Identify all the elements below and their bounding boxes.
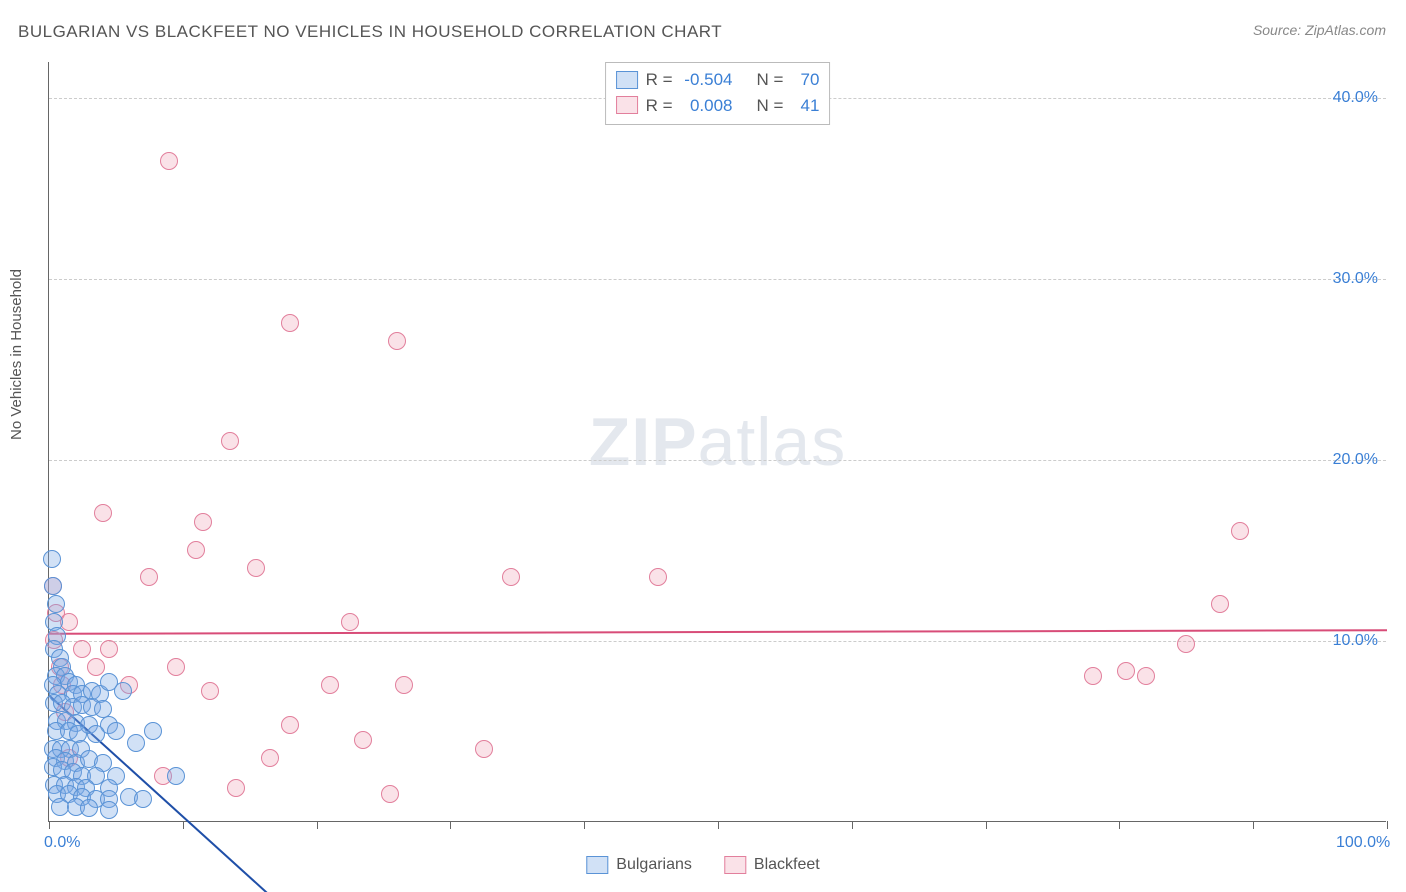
point-bulgarians: [43, 550, 61, 568]
x-tick: [584, 821, 585, 829]
x-tick: [49, 821, 50, 829]
point-bulgarians: [134, 790, 152, 808]
point-blackfeet: [395, 676, 413, 694]
legend-item-bulgarians: Bulgarians: [586, 856, 692, 874]
r-label-1: R =: [646, 67, 673, 93]
point-blackfeet: [167, 658, 185, 676]
plot-area: ZIPatlas R = -0.504 N = 70 R = 0.008 N =…: [48, 62, 1386, 822]
point-blackfeet: [1084, 667, 1102, 685]
point-blackfeet: [281, 314, 299, 332]
gridline: [49, 279, 1386, 280]
point-blackfeet: [475, 740, 493, 758]
point-blackfeet: [201, 682, 219, 700]
stats-row-bulgarians: R = -0.504 N = 70: [616, 67, 820, 93]
point-blackfeet: [354, 731, 372, 749]
x-tick: [1119, 821, 1120, 829]
point-bulgarians: [107, 722, 125, 740]
point-blackfeet: [227, 779, 245, 797]
chart-title: BULGARIAN VS BLACKFEET NO VEHICLES IN HO…: [18, 22, 722, 42]
point-blackfeet: [388, 332, 406, 350]
watermark-zip: ZIP: [589, 404, 698, 480]
point-blackfeet: [341, 613, 359, 631]
trend-lines: [49, 62, 1386, 822]
legend-swatch-blackfeet: [724, 856, 746, 874]
r-label-2: R =: [646, 93, 673, 119]
point-blackfeet: [94, 504, 112, 522]
point-blackfeet: [1231, 522, 1249, 540]
point-blackfeet: [194, 513, 212, 531]
point-bulgarians: [80, 799, 98, 817]
point-bulgarians: [114, 682, 132, 700]
y-axis-label: No Vehicles in Household: [8, 269, 25, 440]
n-value-1: 70: [791, 67, 819, 93]
n-label-2: N =: [757, 93, 784, 119]
point-bulgarians: [94, 700, 112, 718]
point-bulgarians: [44, 577, 62, 595]
point-blackfeet: [502, 568, 520, 586]
point-blackfeet: [73, 640, 91, 658]
point-bulgarians: [167, 767, 185, 785]
point-blackfeet: [1117, 662, 1135, 680]
r-value-2: 0.008: [681, 93, 733, 119]
x-tick: [1253, 821, 1254, 829]
point-blackfeet: [261, 749, 279, 767]
point-blackfeet: [160, 152, 178, 170]
point-bulgarians: [144, 722, 162, 740]
n-value-2: 41: [791, 93, 819, 119]
point-blackfeet: [100, 640, 118, 658]
x-tick-label-left: 0.0%: [44, 834, 80, 852]
point-blackfeet: [649, 568, 667, 586]
point-bulgarians: [127, 734, 145, 752]
watermark: ZIPatlas: [589, 403, 846, 481]
point-blackfeet: [247, 559, 265, 577]
gridline: [49, 460, 1386, 461]
point-blackfeet: [281, 716, 299, 734]
source-label: Source: ZipAtlas.com: [1253, 22, 1386, 38]
x-tick: [183, 821, 184, 829]
point-blackfeet: [187, 541, 205, 559]
x-tick: [986, 821, 987, 829]
legend-swatch-bulgarians: [586, 856, 608, 874]
point-blackfeet: [381, 785, 399, 803]
legend-label-blackfeet: Blackfeet: [754, 856, 820, 874]
y-tick-label: 30.0%: [1333, 270, 1378, 288]
stats-row-blackfeet: R = 0.008 N = 41: [616, 93, 820, 119]
point-bulgarians: [47, 595, 65, 613]
watermark-atlas: atlas: [698, 404, 847, 480]
n-label-1: N =: [757, 67, 784, 93]
x-tick: [718, 821, 719, 829]
swatch-blackfeet: [616, 96, 638, 114]
point-bulgarians: [100, 801, 118, 819]
point-blackfeet: [1211, 595, 1229, 613]
swatch-bulgarians: [616, 71, 638, 89]
point-blackfeet: [321, 676, 339, 694]
point-blackfeet: [1137, 667, 1155, 685]
r-value-1: -0.504: [681, 67, 733, 93]
stats-legend-box: R = -0.504 N = 70 R = 0.008 N = 41: [605, 62, 831, 125]
x-tick: [852, 821, 853, 829]
bottom-legend: Bulgarians Blackfeet: [586, 856, 819, 874]
legend-label-bulgarians: Bulgarians: [616, 856, 692, 874]
y-tick-label: 20.0%: [1333, 451, 1378, 469]
point-blackfeet: [221, 432, 239, 450]
point-blackfeet: [87, 658, 105, 676]
x-tick-label-right: 100.0%: [1336, 834, 1390, 852]
point-bulgarians: [87, 725, 105, 743]
x-tick: [317, 821, 318, 829]
legend-item-blackfeet: Blackfeet: [724, 856, 820, 874]
y-tick-label: 40.0%: [1333, 89, 1378, 107]
point-blackfeet: [140, 568, 158, 586]
y-tick-label: 10.0%: [1333, 632, 1378, 650]
x-tick: [450, 821, 451, 829]
point-blackfeet: [1177, 635, 1195, 653]
x-tick: [1387, 821, 1388, 829]
